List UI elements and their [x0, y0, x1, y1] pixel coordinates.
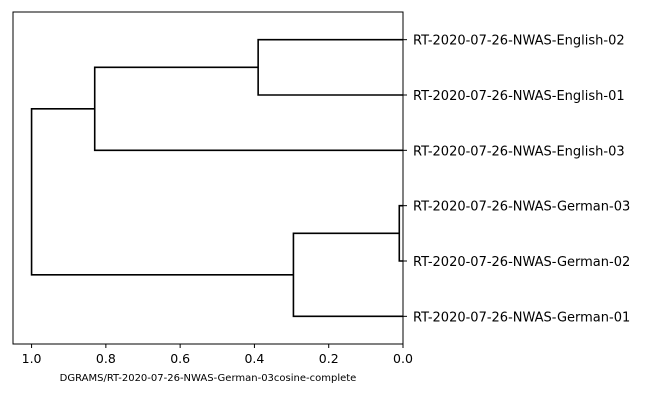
leaf-label: RT-2020-07-26-NWAS-English-03: [413, 144, 625, 159]
x-tick-label: 0.0: [393, 351, 413, 366]
dendrogram-link: [93, 66, 403, 152]
x-tick-label: 1.0: [22, 351, 42, 366]
leaf-label: RT-2020-07-26-NWAS-German-02: [413, 255, 630, 270]
dendrogram-link: [30, 108, 294, 276]
leaf-labels: RT-2020-07-26-NWAS-English-02 RT-2020-07-…: [403, 34, 630, 325]
x-axis-ticks: 1.0 0.8 0.6 0.4 0.2 0.0: [22, 344, 413, 366]
x-tick-label: 0.8: [96, 351, 116, 366]
dendrogram-link: [257, 38, 403, 96]
x-tick-label: 0.4: [244, 351, 264, 366]
x-tick-label: 0.6: [170, 351, 190, 366]
plot-frame: [12, 11, 404, 345]
dendrogram-link: [398, 204, 403, 262]
x-axis-label: DGRAMS/RT-2020-07-26-NWAS-German-03cosin…: [60, 373, 357, 384]
x-tick-label: 0.2: [319, 351, 339, 366]
leaf-label: RT-2020-07-26-NWAS-English-01: [413, 89, 625, 104]
dendrogram-links: [30, 38, 403, 318]
leaf-label: RT-2020-07-26-NWAS-German-03: [413, 200, 630, 215]
leaf-label: RT-2020-07-26-NWAS-German-01: [413, 310, 630, 325]
leaf-label: RT-2020-07-26-NWAS-English-02: [413, 34, 625, 49]
dendrogram-link: [292, 232, 403, 318]
